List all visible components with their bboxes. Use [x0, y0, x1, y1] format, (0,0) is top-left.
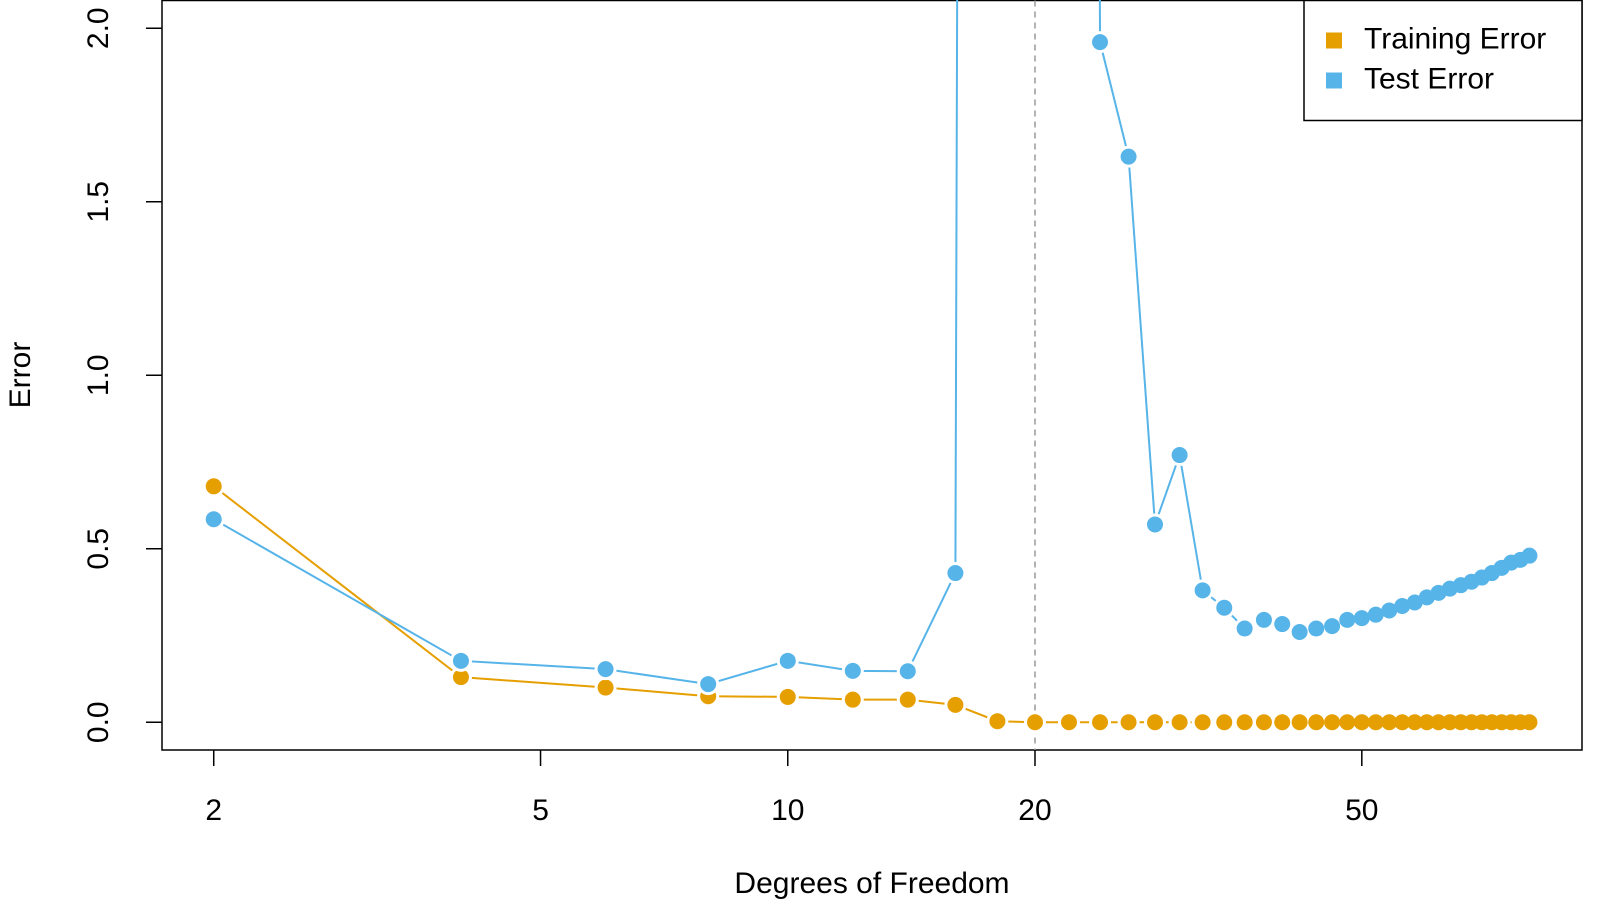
- data-point: [1339, 714, 1356, 731]
- data-point: [1353, 610, 1370, 627]
- y-tick-label: 1.5: [82, 181, 115, 223]
- data-point: [1060, 714, 1077, 731]
- data-point: [1274, 616, 1291, 633]
- x-tick-label: 50: [1345, 794, 1378, 827]
- data-point: [597, 679, 614, 696]
- data-point: [1026, 714, 1043, 731]
- legend-label: Test Error: [1364, 62, 1494, 95]
- data-point: [1291, 624, 1308, 641]
- data-point: [1194, 582, 1211, 599]
- data-point: [779, 688, 796, 705]
- data-point: [1092, 34, 1109, 51]
- y-tick-label: 0.5: [82, 528, 115, 570]
- series-line: [213, 485, 1530, 724]
- data-point: [1324, 618, 1341, 635]
- data-point: [1194, 714, 1211, 731]
- y-tick-label: 2.0: [82, 7, 115, 49]
- data-point: [1255, 611, 1272, 628]
- data-point: [597, 661, 614, 678]
- data-point: [1171, 447, 1188, 464]
- data-point: [700, 676, 717, 693]
- y-axis-title: Error: [4, 342, 37, 409]
- data-point: [1147, 516, 1164, 533]
- data-point: [947, 696, 964, 713]
- data-point: [1441, 714, 1458, 731]
- data-point: [899, 691, 916, 708]
- x-tick-label: 20: [1018, 794, 1051, 827]
- data-point: [1521, 547, 1538, 564]
- x-axis-title: Degrees of Freedom: [734, 867, 1009, 900]
- data-point: [205, 511, 222, 528]
- data-point: [1521, 714, 1538, 731]
- data-point: [1236, 620, 1253, 637]
- data-point: [1430, 714, 1447, 731]
- plot-area: [202, 0, 1541, 750]
- data-point: [1394, 597, 1411, 614]
- legend-box: [1303, 0, 1583, 122]
- data-point: [1274, 714, 1291, 731]
- x-tick-label: 2: [205, 794, 222, 827]
- data-point: [1308, 620, 1325, 637]
- data-point: [1216, 714, 1233, 731]
- data-point: [1339, 611, 1356, 628]
- legend-swatch: [1326, 72, 1342, 89]
- y-tick-label: 1.0: [82, 354, 115, 396]
- data-point: [1216, 599, 1233, 616]
- data-point: [1147, 714, 1164, 731]
- x-tick-label: 10: [771, 794, 804, 827]
- data-point: [1255, 714, 1272, 731]
- data-point: [1236, 714, 1253, 731]
- data-point: [1367, 714, 1384, 731]
- data-point: [1120, 148, 1137, 165]
- legend-label: Training Error: [1364, 22, 1546, 55]
- data-point: [205, 478, 222, 495]
- data-point: [1324, 714, 1341, 731]
- data-point: [1171, 714, 1188, 731]
- data-point: [1291, 714, 1308, 731]
- data-point: [1406, 594, 1423, 611]
- data-point: [452, 669, 469, 686]
- data-point: [779, 652, 796, 669]
- data-point: [1381, 714, 1398, 731]
- legend-swatch: [1326, 32, 1342, 49]
- data-point: [1092, 714, 1109, 731]
- data-point: [844, 691, 861, 708]
- data-point: [947, 565, 964, 582]
- data-point: [452, 652, 469, 669]
- data-point: [844, 662, 861, 679]
- data-point: [1308, 714, 1325, 731]
- data-point: [989, 713, 1006, 730]
- data-point: [1406, 714, 1423, 731]
- data-point: [1381, 602, 1398, 619]
- data-point: [899, 663, 916, 680]
- data-point: [1120, 714, 1137, 731]
- data-point: [1367, 606, 1384, 623]
- y-tick-label: 0.0: [82, 701, 115, 743]
- data-point: [1418, 714, 1435, 731]
- x-tick-label: 5: [532, 794, 549, 827]
- data-point: [1394, 714, 1411, 731]
- data-point: [1353, 714, 1370, 731]
